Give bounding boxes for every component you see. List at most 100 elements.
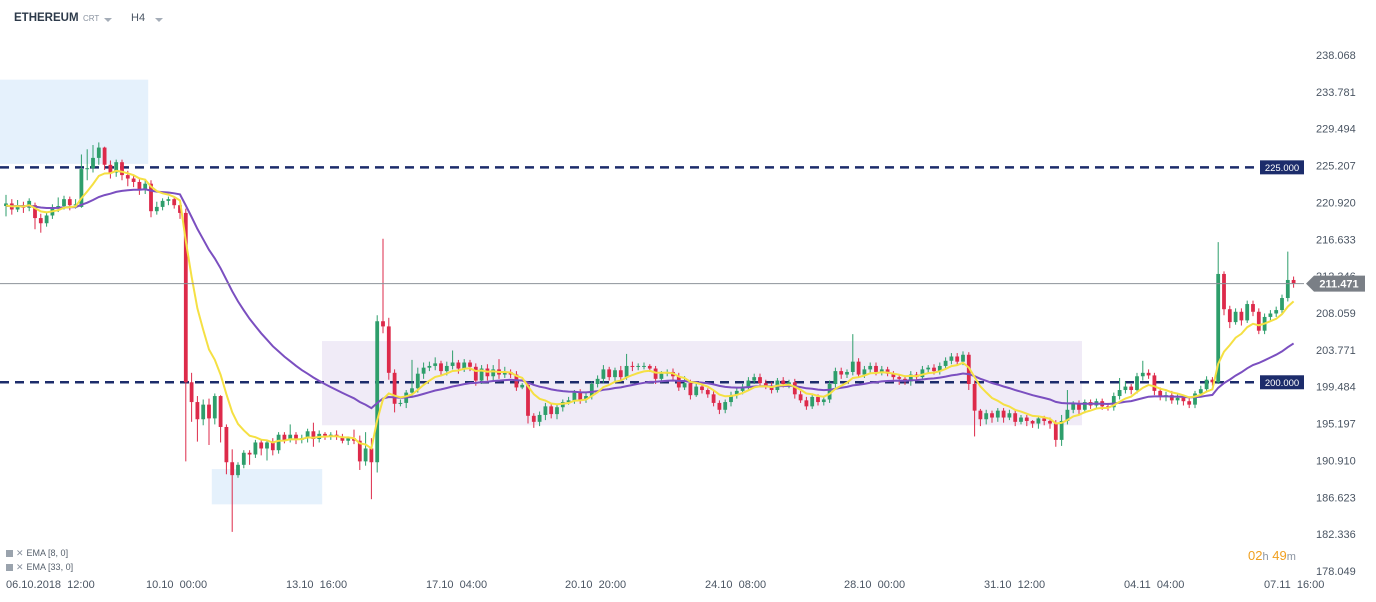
x-tick-label: 17.10 04:00	[426, 579, 487, 591]
candle-body	[624, 365, 629, 378]
candle-body	[340, 436, 345, 441]
level-tag	[1260, 375, 1304, 390]
candle-body	[259, 442, 264, 449]
candle-body	[932, 367, 936, 372]
x-tick-label: 20.10 20:00	[565, 579, 626, 591]
y-tick-label: 229.494	[1316, 124, 1356, 136]
candle-body	[1036, 418, 1041, 424]
candle-body	[1007, 413, 1012, 418]
current-price-label: 211.471	[1319, 279, 1358, 291]
candle-body	[1291, 279, 1296, 284]
chevron-down-icon[interactable]	[104, 18, 112, 22]
candle-body	[943, 360, 948, 366]
candle-body	[879, 369, 884, 372]
candle-body	[247, 452, 252, 455]
candle-body	[850, 361, 855, 372]
candle-body	[781, 380, 786, 385]
remove-icon[interactable]: ✕	[16, 562, 24, 572]
candle-body	[410, 388, 414, 393]
candle-body	[1280, 298, 1284, 311]
candle-body	[96, 147, 101, 158]
candle-body	[253, 442, 258, 455]
candle-body	[305, 431, 310, 439]
candle-body	[694, 386, 699, 396]
candle-body	[1140, 372, 1145, 377]
candle-body	[856, 361, 861, 375]
candle-body	[653, 368, 658, 379]
candle-body	[1245, 304, 1250, 321]
candle-body	[415, 373, 420, 389]
candle-body	[114, 162, 119, 173]
highlight-zone	[211, 469, 323, 505]
y-tick-label: 199.484	[1316, 382, 1356, 394]
candle-body	[1024, 417, 1029, 421]
indicator-ema-slow[interactable]: ✕ EMA [33, 0]	[6, 562, 73, 573]
candle-body	[601, 369, 606, 379]
candle-body	[1146, 372, 1151, 376]
candle-body	[700, 386, 704, 391]
level-label: 225.000	[1265, 163, 1299, 174]
candle-body	[108, 164, 113, 173]
candle-body	[908, 374, 913, 382]
y-tick-label: 208.059	[1316, 308, 1356, 320]
chart-type-selector[interactable]: CRT	[83, 14, 100, 23]
candle-body	[125, 175, 130, 179]
candle-body	[729, 395, 733, 403]
candle-body	[160, 200, 165, 207]
candle-body	[102, 147, 107, 165]
candle-body	[1175, 397, 1180, 401]
candle-body	[189, 382, 194, 403]
candle-body	[1158, 390, 1163, 397]
x-tick-label: 24.10 08:00	[705, 579, 766, 591]
level-tag	[1260, 160, 1304, 175]
candle-body	[630, 365, 635, 367]
candle-body	[44, 215, 49, 224]
candle-body	[589, 384, 594, 397]
candle-body	[717, 402, 722, 410]
candle-body	[520, 384, 525, 388]
symbol-label[interactable]: ETHEREUM	[14, 12, 79, 24]
countdown-minutes-unit: m	[1286, 551, 1296, 563]
candle-body	[868, 365, 873, 370]
candle-body	[543, 406, 548, 415]
candle-body	[386, 326, 391, 373]
candle-body	[212, 396, 217, 419]
timeframe-selector[interactable]: H4	[131, 12, 146, 24]
candle-body	[230, 462, 235, 476]
indicator-settings-icon[interactable]	[6, 550, 13, 558]
candle-body	[613, 370, 617, 378]
candle-body	[1129, 386, 1134, 391]
candle-body	[711, 394, 716, 403]
y-tick-label: 233.781	[1316, 87, 1356, 99]
candle-body	[79, 169, 84, 207]
candle-body	[1152, 375, 1157, 391]
y-tick-label: 203.771	[1316, 345, 1356, 357]
candle-body	[131, 178, 136, 182]
candle-body	[1001, 410, 1006, 418]
indicator-settings-icon[interactable]	[6, 564, 13, 572]
candle-body	[270, 442, 275, 451]
candle-body	[595, 378, 600, 385]
countdown-hours: 02	[1248, 548, 1263, 563]
candle-body	[67, 199, 72, 206]
candle-body	[323, 433, 327, 436]
candle-body	[381, 321, 385, 327]
candle-body	[1059, 420, 1064, 440]
indicator-ema-fast[interactable]: ✕ EMA [8, 0]	[6, 548, 68, 559]
candle-body	[172, 199, 177, 206]
remove-icon[interactable]: ✕	[16, 548, 24, 558]
candle-body	[572, 392, 577, 401]
candle-countdown: 02h 49m	[1248, 548, 1296, 563]
candle-body	[885, 369, 890, 374]
candle-body	[120, 162, 124, 176]
candle-body	[502, 371, 507, 375]
candle-body	[1013, 413, 1018, 422]
candle-body	[369, 448, 374, 463]
chevron-down-icon[interactable]	[155, 18, 163, 22]
y-tick-label: 216.633	[1316, 234, 1356, 246]
candle-body	[659, 373, 664, 379]
candle-body	[1111, 396, 1116, 408]
y-tick-label: 195.197	[1316, 419, 1356, 431]
candle-body	[1204, 379, 1209, 390]
